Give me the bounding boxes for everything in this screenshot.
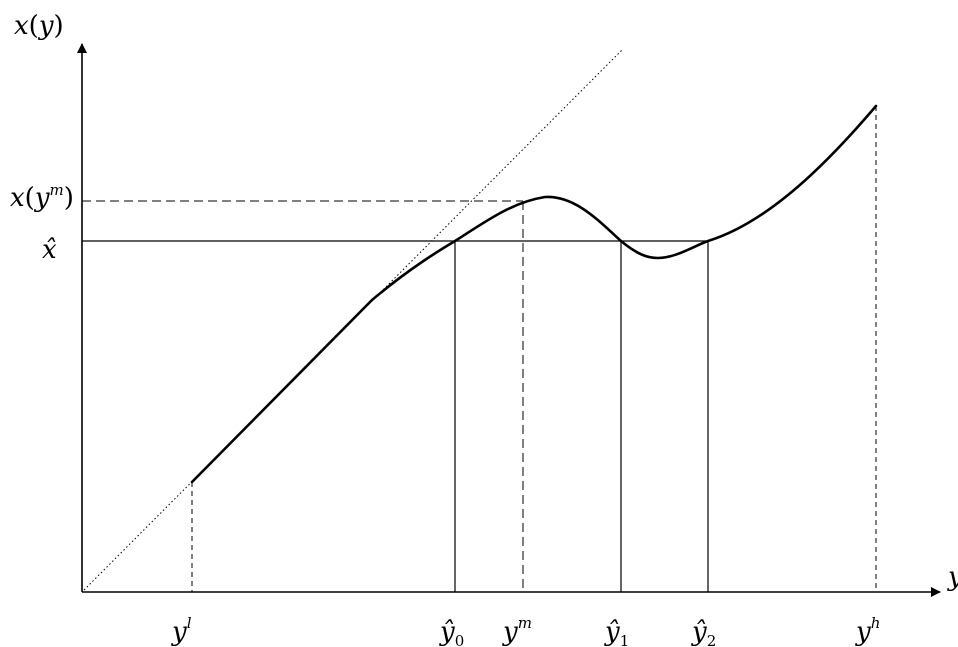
x-tick-y-h: yh — [855, 614, 880, 647]
x-tick-y-hat-0: ŷ0 — [439, 617, 464, 647]
x-tick-y-hat-1: ŷ1 — [604, 617, 629, 647]
y-axis-label: x(y) — [14, 11, 64, 41]
x-tick-y-hat-2: ŷ2 — [691, 617, 716, 647]
y-tick-x-of-ym: x(ym) — [10, 181, 74, 213]
curve-x-of-y — [190, 104, 878, 484]
y-tick-x-hat: x̂ — [42, 235, 57, 265]
x-tick-y-m: ym — [502, 614, 532, 647]
x-tick-y-l: yl — [171, 614, 192, 647]
x-axis-label: y — [947, 562, 958, 592]
